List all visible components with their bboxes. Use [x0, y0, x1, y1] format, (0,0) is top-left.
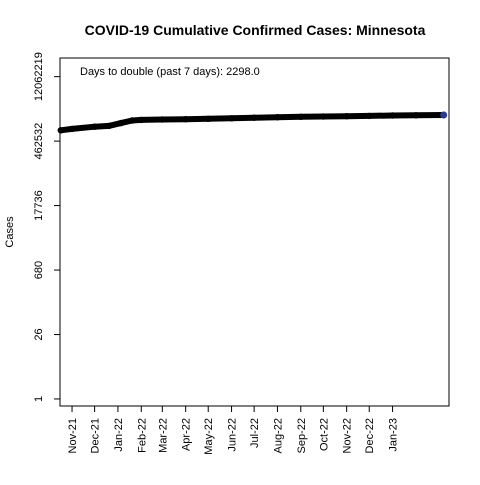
series-layer: [57, 111, 448, 134]
doubling-annotation: Days to double (past 7 days): 2298.0: [80, 66, 260, 78]
data-point: [91, 123, 98, 130]
x-tick-label: Apr-22: [181, 418, 193, 451]
x-tick-label: Nov-21: [67, 418, 79, 453]
plot-frame: [59, 57, 450, 407]
x-tick-label: Dec-21: [90, 418, 102, 453]
x-tick-label: Nov-22: [342, 418, 354, 453]
y-tick-label: 1: [33, 396, 45, 402]
x-tick-label: Jan-22: [113, 418, 125, 452]
latest-point: [440, 111, 448, 119]
data-point: [117, 119, 125, 127]
x-tick-label: May-22: [203, 418, 215, 455]
x-tick-label: Jul-22: [249, 418, 261, 448]
data-point: [129, 117, 136, 124]
data-point: [412, 112, 420, 119]
x-tick-label: Jan-23: [388, 418, 400, 452]
data-point: [57, 127, 64, 134]
y-tick-label: 462532: [33, 123, 45, 160]
chart-title: COVID-19 Cumulative Confirmed Cases: Min…: [85, 22, 426, 38]
data-point: [138, 116, 145, 124]
y-tick-label: 26: [33, 328, 45, 340]
y-tick-label: 12062219: [33, 52, 45, 101]
data-point: [228, 115, 235, 122]
y-tick-label: 680: [33, 261, 45, 279]
x-tick-label: Feb-22: [136, 418, 148, 453]
data-point: [182, 116, 189, 123]
data-point: [320, 113, 327, 120]
y-tick-label: 17736: [33, 190, 45, 221]
data-point: [343, 113, 350, 120]
x-tick-label: Aug-22: [272, 418, 284, 453]
data-point: [250, 114, 258, 121]
x-tick-label: Mar-22: [157, 418, 169, 453]
x-axis: Nov-21 Dec-21 Jan-22 Feb-22 Mar-22 Apr-22 May-…: [67, 406, 400, 455]
data-point: [366, 112, 373, 120]
data-point: [105, 122, 113, 130]
data-point: [274, 114, 281, 121]
data-point: [68, 125, 76, 133]
x-tick-label: Sep-22: [296, 418, 308, 453]
y-axis-title: Cases: [4, 216, 16, 248]
data-point: [159, 116, 166, 123]
data-point: [205, 115, 212, 123]
x-tick-label: Dec-22: [364, 418, 376, 453]
y-axis: 1 26 680 17736 462532 12062219: [33, 52, 60, 402]
x-tick-label: Jun-22: [227, 418, 239, 452]
data-point: [297, 113, 304, 121]
x-tick-label: Oct-22: [318, 418, 330, 451]
data-point: [389, 112, 396, 119]
